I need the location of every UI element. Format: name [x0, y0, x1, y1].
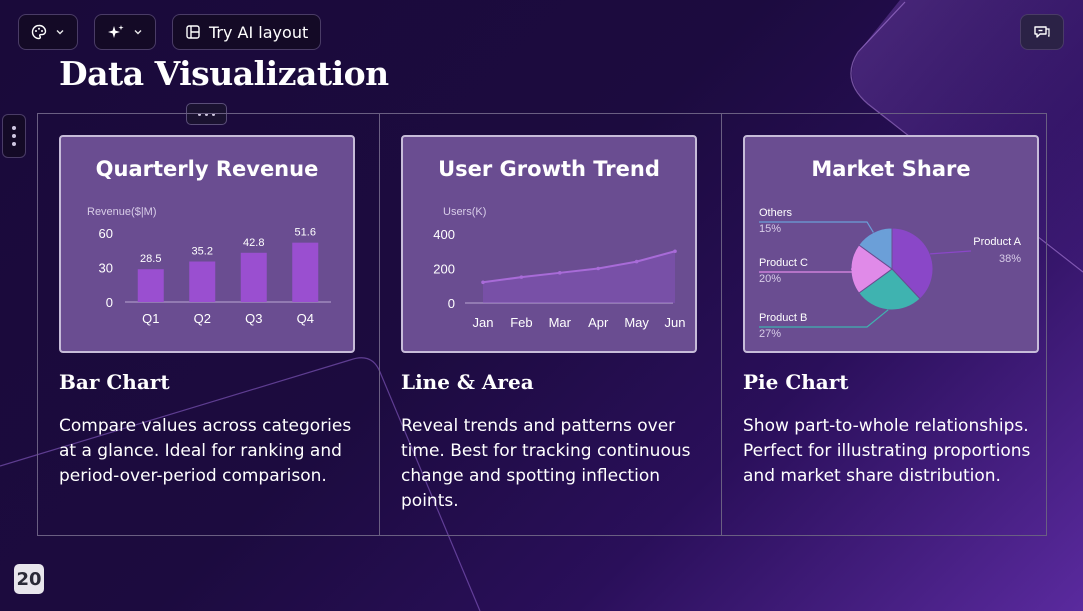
chart-grid: Quarterly Revenue Revenue($|M) 0 30 60 28.5 Q… — [37, 113, 1047, 536]
column-description[interactable]: Reveal trends and patterns over time. Be… — [401, 416, 691, 511]
palette-icon — [31, 24, 47, 40]
card-title: Quarterly Revenue — [95, 157, 319, 181]
area-chart: Users(K) 0 200 400 Jan Feb Mar Apr May Jun — [433, 206, 686, 330]
y-tick-label: 60 — [99, 226, 113, 241]
slice-percent: 27% — [759, 328, 781, 340]
bar-chart-card[interactable]: Quarterly Revenue Revenue($|M) 0 30 60 28.5 Q… — [59, 135, 355, 353]
column-heading[interactable]: Pie Chart — [743, 370, 849, 394]
data-label: 35.2 — [192, 246, 213, 258]
column-heading[interactable]: Bar Chart — [59, 370, 170, 394]
column-bar-chart: Quarterly Revenue Revenue($|M) 0 30 60 28.5 Q… — [38, 114, 380, 535]
bar — [189, 261, 216, 302]
chevron-down-icon — [56, 30, 64, 35]
column-description[interactable]: Show part-to-whole relationships. Perfec… — [743, 416, 1031, 486]
toolbar: Try AI layout — [18, 14, 322, 50]
x-tick-label: Q3 — [245, 311, 262, 326]
leader-line — [759, 221, 874, 233]
bar — [137, 269, 164, 302]
comments-button[interactable] — [1020, 14, 1064, 50]
x-tick-label: Mar — [549, 315, 572, 330]
more-options-button[interactable] — [186, 103, 227, 125]
ai-options-button[interactable] — [94, 14, 156, 50]
y-tick-label: 200 — [433, 262, 455, 277]
bar-chart: Revenue($|M) 0 30 60 28.5 Q1 35.2 Q2 42.8 Q3 51.6 Q… — [87, 206, 331, 326]
x-tick-label: Jun — [665, 315, 686, 330]
slice-label: Product C — [759, 257, 808, 269]
column-description[interactable]: Compare values across categories at a gl… — [59, 416, 352, 486]
column-pie-chart: Market Share Product A 38% Product B 27% Pro… — [722, 114, 1063, 535]
leader-line — [930, 250, 972, 255]
page-number-badge[interactable]: 20 — [14, 564, 44, 594]
y-axis-label: Users(K) — [443, 206, 486, 218]
bar — [240, 252, 267, 302]
y-tick-label: 30 — [99, 261, 113, 276]
drag-handle[interactable] — [2, 114, 26, 158]
x-tick-label: Q2 — [194, 311, 211, 326]
sparkle-icon — [108, 25, 124, 38]
data-label: 42.8 — [243, 237, 264, 249]
data-label: 28.5 — [140, 253, 161, 265]
x-tick-label: Q4 — [297, 311, 314, 326]
data-point — [634, 259, 639, 264]
y-tick-label: 0 — [448, 296, 455, 311]
bar — [292, 242, 319, 302]
area-chart-card[interactable]: User Growth Trend Users(K) 0 200 400 Jan Feb M… — [401, 135, 697, 353]
data-point — [481, 280, 485, 285]
pie-chart-card[interactable]: Market Share Product A 38% Product B 27% Pro… — [743, 135, 1039, 353]
theme-button[interactable] — [18, 14, 78, 50]
pie-slice — [891, 227, 934, 300]
leader-line — [759, 268, 868, 273]
chevron-down-icon — [134, 30, 142, 35]
x-tick-label: Jan — [473, 315, 494, 330]
page-title[interactable]: Data Visualization — [59, 54, 389, 93]
slice-percent: 20% — [759, 273, 781, 285]
data-point — [558, 271, 562, 275]
card-title: Market Share — [811, 157, 971, 181]
data-point — [596, 266, 600, 271]
data-point — [519, 275, 524, 279]
chat-icon — [1034, 26, 1050, 38]
column-heading[interactable]: Line & Area — [401, 370, 534, 394]
y-axis-label: Revenue($|M) — [87, 206, 157, 218]
try-ai-layout-button[interactable]: Try AI layout — [172, 14, 322, 50]
card-title: User Growth Trend — [438, 157, 660, 181]
x-tick-label: Q1 — [142, 311, 159, 326]
slice-label: Product A — [973, 236, 1021, 248]
x-tick-label: Apr — [588, 315, 609, 330]
pie-slice — [850, 244, 893, 294]
slice-percent: 15% — [759, 223, 781, 235]
data-label: 51.6 — [295, 227, 316, 239]
column-line-area: User Growth Trend Users(K) 0 200 400 Jan Feb M… — [380, 114, 722, 535]
slice-label: Others — [759, 207, 793, 219]
try-ai-layout-label: Try AI layout — [209, 22, 309, 42]
data-point — [673, 249, 677, 254]
slice-label: Product B — [759, 312, 807, 324]
x-tick-label: Feb — [510, 315, 532, 330]
slice-percent: 38% — [999, 253, 1021, 265]
y-tick-label: 400 — [433, 227, 455, 242]
series-line — [482, 250, 676, 284]
layout-icon — [186, 25, 200, 39]
y-tick-label: 0 — [106, 295, 113, 310]
pie-chart: Product A 38% Product B 27% Product C 20% Othe… — [759, 207, 1022, 340]
x-tick-label: May — [624, 315, 649, 330]
leader-line — [759, 309, 889, 328]
